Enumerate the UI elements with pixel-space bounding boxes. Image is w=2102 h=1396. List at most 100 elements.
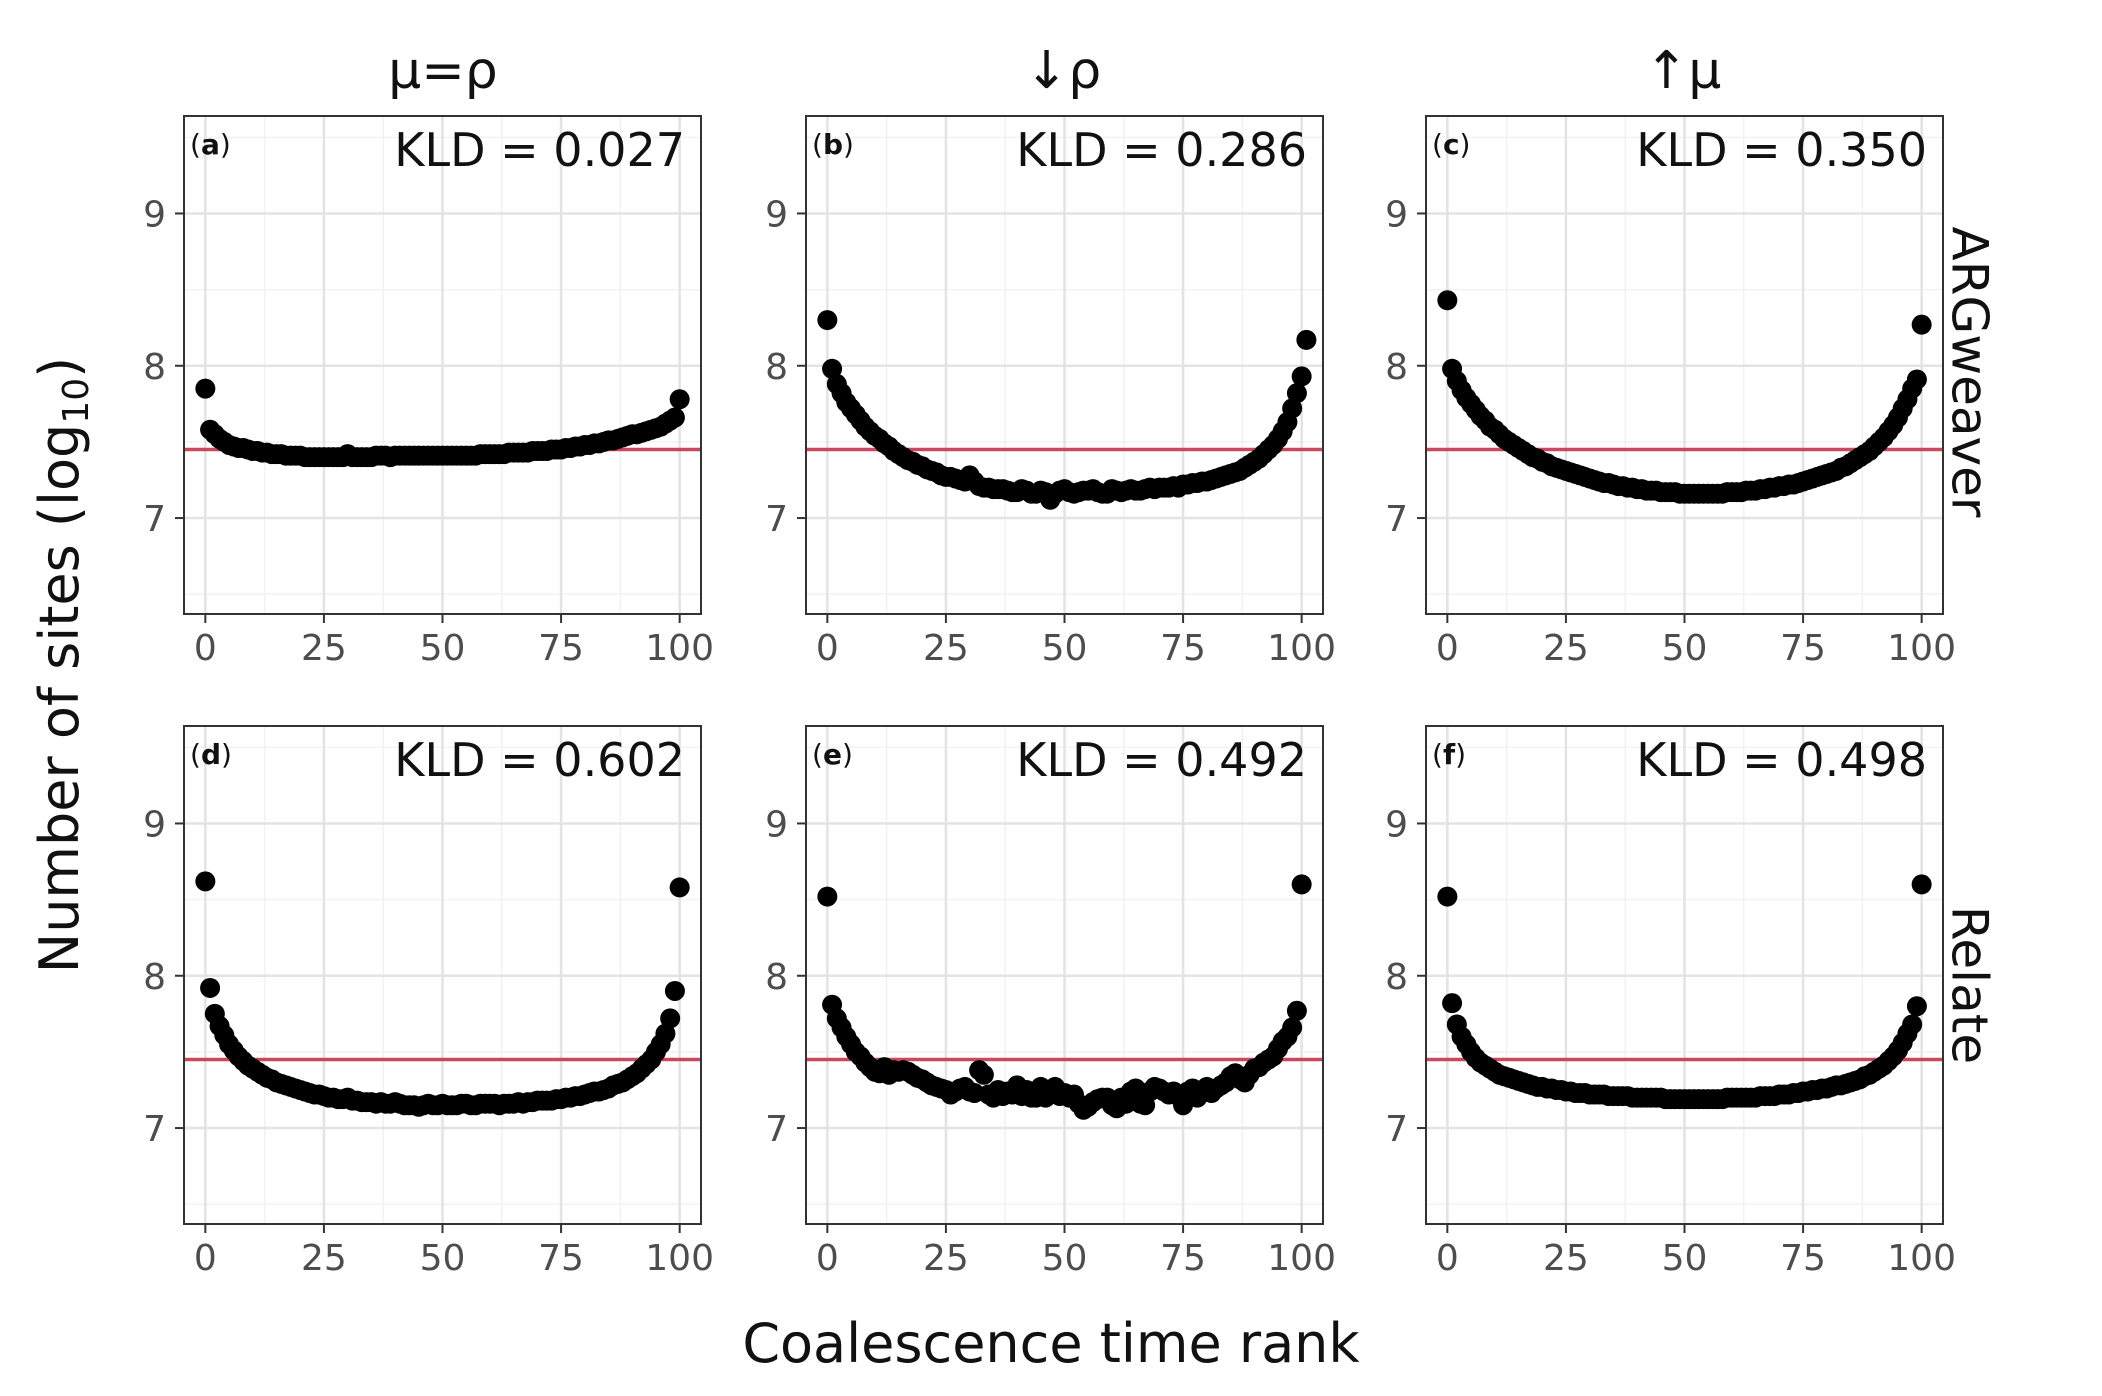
panel-b: 0 25 50 75 100 7 8 9 (b) KLD = 0.286 (765, 115, 1336, 669)
column-title-high-mu: ↑μ (1645, 41, 1722, 101)
y-tick-label: 9 (1385, 194, 1408, 235)
data-point (1437, 886, 1458, 907)
x-tick-label: 0 (194, 628, 217, 669)
data-point (1282, 398, 1303, 419)
data-point (973, 1064, 994, 1085)
kld-annotation: KLD = 0.350 (1636, 123, 1927, 177)
y-tick-label: 7 (1385, 1109, 1408, 1150)
x-tick-label: 50 (420, 1238, 466, 1279)
y-axis-title-tail: ) (28, 357, 91, 378)
y-tick-label: 8 (765, 347, 788, 388)
data-point (1906, 369, 1927, 390)
data-point (669, 877, 690, 898)
data-point (664, 407, 685, 428)
y-tick-label: 7 (1385, 499, 1408, 540)
x-tick-label: 25 (1543, 628, 1589, 669)
row-strip-argweaver: ARGweaver (1941, 227, 1999, 518)
y-axis-title: Number of sites (log10) (28, 357, 97, 973)
data-point (1442, 993, 1463, 1014)
x-tick-label: 100 (1887, 1238, 1956, 1279)
panel-d: 0 25 50 75 100 7 8 9 (d) KLD = 0.602 (143, 725, 714, 1279)
y-axis-title-main: Number of sites (log (28, 424, 91, 974)
panel-c: 0 25 50 75 100 7 8 9 (c) KLD = 0.350 (1385, 115, 1956, 669)
x-tick-label: 0 (1436, 628, 1459, 669)
y-tick-label: 7 (765, 499, 788, 540)
x-tick-label: 25 (923, 1238, 969, 1279)
data-point (195, 378, 216, 399)
panel-tag: (f) (1432, 738, 1466, 771)
x-tick-label: 75 (1780, 628, 1826, 669)
kld-annotation: KLD = 0.492 (1016, 733, 1307, 787)
x-tick-label: 75 (1780, 1238, 1826, 1279)
y-tick-label: 9 (143, 194, 166, 235)
x-tick-label: 75 (1160, 628, 1206, 669)
data-point (1911, 314, 1932, 335)
y-tick-label: 9 (143, 804, 166, 845)
y-tick-label: 9 (1385, 804, 1408, 845)
y-tick-label: 7 (143, 1109, 166, 1150)
y-tick-label: 8 (143, 957, 166, 998)
kld-annotation: KLD = 0.286 (1016, 123, 1307, 177)
panel-tag: (c) (1432, 128, 1470, 161)
data-point (1291, 874, 1312, 895)
row-strip-relate: Relate (1941, 906, 1999, 1064)
panel-f: 0 25 50 75 100 7 8 9 (f) KLD = 0.498 (1385, 725, 1956, 1279)
x-tick-label: 25 (1543, 1238, 1589, 1279)
y-tick-label: 9 (765, 804, 788, 845)
x-tick-label: 25 (923, 628, 969, 669)
panel-tag: (e) (812, 738, 853, 771)
data-point (669, 389, 690, 410)
data-point (664, 980, 685, 1001)
data-point (1911, 874, 1932, 895)
data-point (1906, 996, 1927, 1017)
y-tick-label: 8 (765, 957, 788, 998)
panel-a: 0 25 50 75 100 7 8 9 (a) KLD = 0.027 (143, 115, 714, 669)
x-tick-label: 100 (645, 628, 714, 669)
x-tick-label: 0 (1436, 1238, 1459, 1279)
y-tick-label: 7 (143, 499, 166, 540)
x-tick-label: 50 (1042, 628, 1088, 669)
x-axis-title: Coalescence time rank (742, 1312, 1360, 1375)
y-tick-label: 9 (765, 194, 788, 235)
data-point (655, 1023, 676, 1044)
data-point (1291, 366, 1312, 387)
data-point (1902, 1014, 1923, 1035)
data-point (1437, 290, 1458, 311)
x-tick-label: 100 (1267, 1238, 1336, 1279)
kld-annotation: KLD = 0.027 (394, 123, 685, 177)
x-tick-label: 50 (1662, 628, 1708, 669)
panel-e: 0 25 50 75 100 7 8 9 (e) KLD = 0.492 (765, 725, 1336, 1279)
data-point (1286, 383, 1307, 404)
panel-tag: (a) (190, 128, 231, 161)
x-tick-label: 50 (420, 628, 466, 669)
x-tick-label: 100 (1887, 628, 1956, 669)
x-tick-label: 50 (1042, 1238, 1088, 1279)
data-point (822, 358, 843, 379)
x-tick-label: 0 (816, 1238, 839, 1279)
data-point (1296, 329, 1317, 350)
y-tick-label: 7 (765, 1109, 788, 1150)
kld-annotation: KLD = 0.498 (1636, 733, 1927, 787)
x-tick-label: 25 (301, 628, 347, 669)
kld-annotation: KLD = 0.602 (394, 733, 685, 787)
x-tick-label: 25 (301, 1238, 347, 1279)
data-point (817, 886, 838, 907)
column-title-mu-equals-rho: μ=ρ (388, 41, 498, 101)
y-tick-label: 8 (1385, 957, 1408, 998)
x-tick-label: 75 (1160, 1238, 1206, 1279)
data-point (1286, 1000, 1307, 1021)
panels-group: 0 25 50 75 100 7 8 9 (a) KLD = 0.027 0 25 50 75 100 7 8 9… (143, 115, 1956, 1279)
data-point (1282, 1017, 1303, 1038)
column-title-low-rho: ↓ρ (1025, 41, 1102, 101)
x-tick-label: 75 (538, 1238, 584, 1279)
x-tick-label: 75 (538, 628, 584, 669)
data-point (195, 871, 216, 892)
data-point (660, 1008, 681, 1029)
y-tick-label: 8 (143, 347, 166, 388)
x-tick-label: 100 (645, 1238, 714, 1279)
y-axis-title-subscript: 10 (56, 378, 97, 424)
y-tick-label: 8 (1385, 347, 1408, 388)
x-tick-label: 100 (1267, 628, 1336, 669)
x-tick-label: 0 (194, 1238, 217, 1279)
